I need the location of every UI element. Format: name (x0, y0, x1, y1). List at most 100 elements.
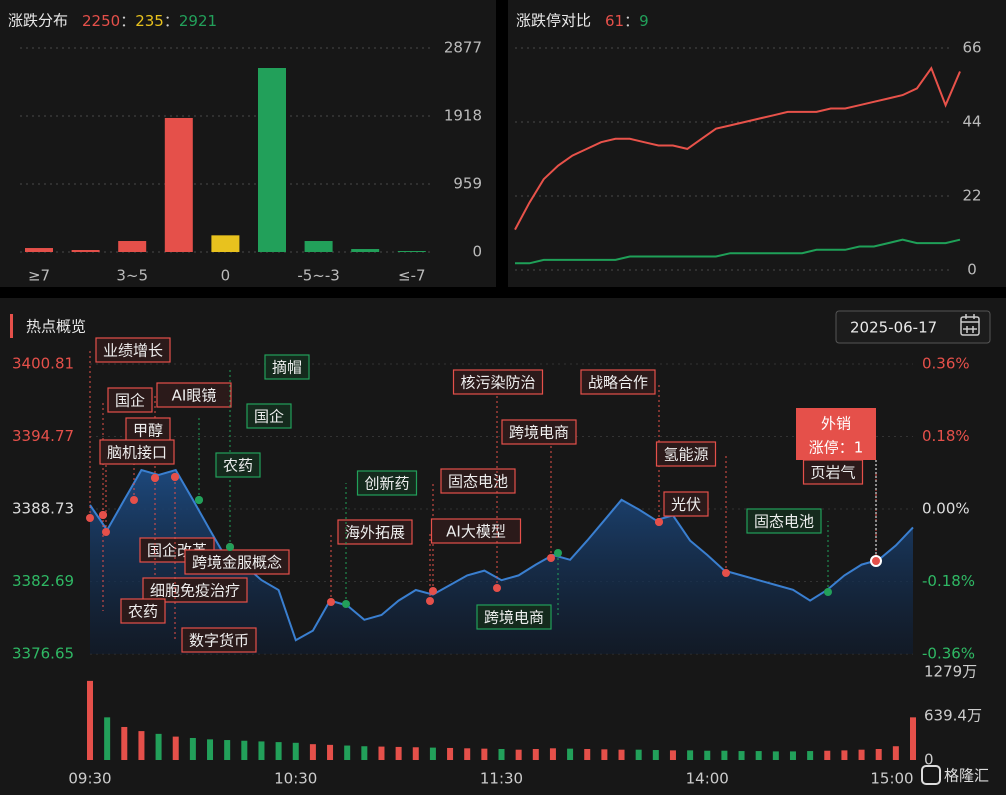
annotation-label: 战略合作 (588, 374, 648, 392)
annotation-box (746, 508, 822, 534)
volume-tick-label: 639.4万 (924, 707, 982, 725)
annotation-box (337, 519, 413, 545)
bar (258, 67, 286, 253)
volume-bar (841, 750, 848, 760)
date-picker[interactable] (835, 310, 991, 344)
annotation-box (95, 337, 171, 363)
annotation-box (125, 417, 171, 443)
panel (0, 0, 496, 287)
title-part: 2250 (82, 12, 120, 30)
annotation-label: 脑机接口 (107, 444, 167, 462)
volume-bar (172, 736, 179, 760)
y2-tick-label: -0.18% (922, 572, 975, 590)
x-tick-label: 09:30 (68, 770, 111, 788)
volume-bar (275, 742, 282, 760)
tooltip-dot (870, 555, 882, 567)
y-tick-label: 3382.69 (12, 572, 74, 590)
volume-bar (121, 726, 128, 760)
annotation-label: 海外拓展 (345, 524, 405, 542)
bar (71, 250, 100, 252)
volume-bar (584, 748, 591, 760)
title-part: 235 (135, 12, 164, 30)
annotation-label: 农药 (223, 457, 253, 475)
title-part: ： (624, 12, 639, 30)
volume-bar (241, 740, 248, 760)
annotation-dot (130, 496, 138, 504)
watermark-icon (921, 765, 941, 785)
x-tick-label: 0 (221, 267, 231, 285)
annotation-dot (151, 474, 159, 482)
annotation-label: 跨境电商 (509, 424, 569, 442)
annotation-box (107, 387, 153, 413)
annotation-label: 跨境金服概念 (192, 554, 282, 572)
title-marker (10, 314, 13, 338)
y-tick-label: 3400.81 (12, 355, 74, 373)
title-part: 61 (605, 12, 624, 30)
bar (25, 248, 53, 252)
y2-tick-label: -0.36% (922, 645, 975, 663)
volume-bar (652, 750, 659, 760)
volume-bar (447, 747, 454, 760)
y-tick-label: 3388.73 (12, 500, 74, 518)
annotation-label: 创新药 (364, 475, 409, 493)
volume-bar (429, 747, 436, 760)
annotation-box (655, 441, 717, 467)
annotation-box (802, 459, 864, 485)
volume-bar (515, 749, 522, 760)
y-tick-label: 3376.65 (12, 645, 74, 663)
x-tick-label: -5~-3 (297, 267, 339, 285)
annotation-dot (655, 518, 663, 526)
annotation-dot (426, 597, 434, 605)
annotation-dot (226, 543, 234, 551)
volume-bar (910, 717, 916, 760)
volume-bar (789, 751, 796, 760)
volume-bar (669, 750, 676, 760)
annotation-label: AI眼镜 (172, 387, 217, 405)
tooltip-box (796, 408, 876, 460)
annotation-box (476, 604, 552, 630)
annotation-box (501, 419, 577, 445)
volume-bar (344, 745, 351, 760)
annotation-box (99, 439, 175, 465)
x-tick-label: ≤-7 (398, 267, 426, 285)
y-tick-label: 2877 (444, 39, 482, 57)
annotation-label: 光伏 (671, 496, 701, 514)
volume-bar (618, 749, 625, 760)
price-area (90, 470, 913, 654)
annotation-dot (824, 588, 832, 596)
annotation-box (246, 403, 292, 429)
volume-bar (138, 731, 145, 760)
y-tick-label: 22 (962, 187, 981, 205)
annotation-label: 固态电池 (754, 513, 814, 531)
x-tick-label: 11:30 (480, 770, 523, 788)
volume-bar (412, 747, 419, 760)
annotation-box (580, 369, 656, 395)
annotation-dot (102, 528, 110, 536)
annotation-box (356, 470, 418, 496)
volume-bar (807, 751, 814, 760)
annotation-box (430, 518, 522, 544)
volume-bar (892, 746, 899, 760)
volume-tick-label: 0 (924, 751, 934, 769)
volume-bar (464, 748, 471, 760)
volume-bar (224, 740, 231, 760)
volume-tick-label: 1279万 (924, 663, 977, 681)
volume-bar (601, 749, 608, 760)
panel-title: 涨跌分布 2250：235：2921 (8, 12, 217, 30)
tooltip-title: 外销 (821, 415, 851, 433)
volume-bar (378, 746, 385, 760)
annotation-dot (493, 584, 501, 592)
y-tick-label: 66 (962, 39, 981, 57)
title-part: ： (164, 12, 179, 30)
bar (304, 241, 333, 252)
annotation-label: AI大模型 (446, 523, 506, 541)
volume-bar (361, 746, 368, 760)
bar (211, 235, 240, 252)
volume-bar (738, 751, 745, 760)
volume-bar (292, 742, 299, 760)
y-tick-label: 1918 (444, 107, 482, 125)
volume-bar (858, 749, 865, 760)
volume-bar (875, 748, 882, 760)
annotation-dot (86, 514, 94, 522)
volume-bar (755, 751, 762, 760)
